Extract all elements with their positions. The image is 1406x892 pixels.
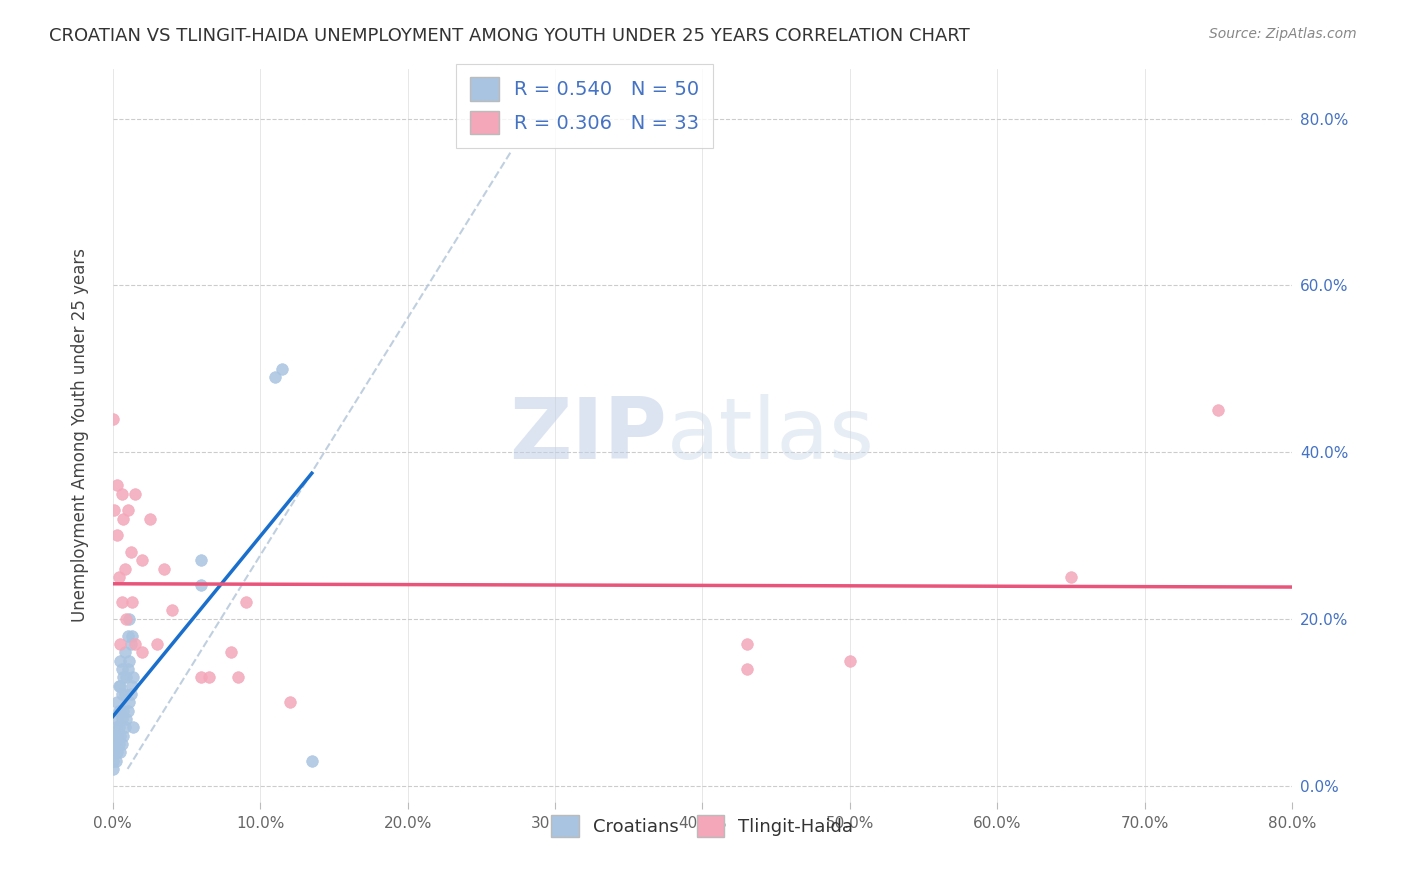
Point bbox=[235, 595, 257, 609]
Point bbox=[190, 553, 212, 567]
Point bbox=[107, 679, 129, 693]
Point bbox=[114, 562, 136, 576]
Point bbox=[111, 487, 134, 501]
Point bbox=[110, 637, 132, 651]
Point bbox=[1206, 403, 1229, 417]
Point bbox=[107, 570, 129, 584]
Point bbox=[111, 737, 134, 751]
Point bbox=[110, 653, 132, 667]
Point bbox=[197, 670, 219, 684]
Point bbox=[115, 612, 138, 626]
Point bbox=[112, 729, 135, 743]
Point bbox=[105, 729, 128, 743]
Point bbox=[101, 729, 124, 743]
Point bbox=[117, 704, 139, 718]
Point bbox=[103, 503, 125, 517]
Point bbox=[117, 662, 139, 676]
Point bbox=[124, 487, 146, 501]
Text: CROATIAN VS TLINGIT-HAIDA UNEMPLOYMENT AMONG YOUTH UNDER 25 YEARS CORRELATION CH: CROATIAN VS TLINGIT-HAIDA UNEMPLOYMENT A… bbox=[49, 27, 970, 45]
Point bbox=[101, 745, 124, 759]
Point bbox=[190, 670, 212, 684]
Point bbox=[112, 512, 135, 526]
Point bbox=[110, 679, 132, 693]
Point bbox=[121, 595, 143, 609]
Point bbox=[138, 512, 160, 526]
Point bbox=[117, 503, 139, 517]
Point bbox=[226, 670, 249, 684]
Point bbox=[115, 712, 138, 726]
Point bbox=[114, 645, 136, 659]
Point bbox=[120, 687, 142, 701]
Point bbox=[190, 578, 212, 592]
Point bbox=[271, 361, 294, 376]
Point bbox=[301, 754, 323, 768]
Point bbox=[120, 637, 142, 651]
Point bbox=[105, 745, 128, 759]
Point bbox=[105, 528, 128, 542]
Point bbox=[101, 754, 124, 768]
Text: ZIP: ZIP bbox=[509, 394, 666, 477]
Point bbox=[153, 562, 176, 576]
Point bbox=[131, 553, 153, 567]
Point bbox=[264, 370, 287, 384]
Point bbox=[118, 612, 141, 626]
Y-axis label: Unemployment Among Youth under 25 years: Unemployment Among Youth under 25 years bbox=[72, 248, 89, 623]
Point bbox=[278, 695, 301, 709]
Point bbox=[101, 737, 124, 751]
Point bbox=[104, 737, 127, 751]
Point bbox=[121, 628, 143, 642]
Point bbox=[105, 695, 128, 709]
Point bbox=[104, 754, 127, 768]
Point bbox=[146, 637, 169, 651]
Point bbox=[101, 762, 124, 776]
Point bbox=[122, 720, 145, 734]
Point bbox=[105, 712, 128, 726]
Point bbox=[112, 704, 135, 718]
Point bbox=[104, 720, 127, 734]
Legend: Croatians, Tlingit-Haida: Croatians, Tlingit-Haida bbox=[544, 808, 860, 845]
Point bbox=[1060, 570, 1083, 584]
Point bbox=[111, 687, 134, 701]
Point bbox=[131, 645, 153, 659]
Point bbox=[115, 670, 138, 684]
Point bbox=[117, 628, 139, 642]
Point bbox=[101, 411, 124, 425]
Point bbox=[111, 662, 134, 676]
Text: atlas: atlas bbox=[666, 394, 875, 477]
Point bbox=[122, 670, 145, 684]
Point bbox=[120, 545, 142, 559]
Point bbox=[735, 662, 758, 676]
Point bbox=[110, 745, 132, 759]
Point bbox=[111, 595, 134, 609]
Point bbox=[107, 704, 129, 718]
Point bbox=[107, 720, 129, 734]
Text: Source: ZipAtlas.com: Source: ZipAtlas.com bbox=[1209, 27, 1357, 41]
Point bbox=[112, 670, 135, 684]
Point bbox=[124, 637, 146, 651]
Point bbox=[107, 737, 129, 751]
Point bbox=[118, 653, 141, 667]
Point bbox=[160, 603, 183, 617]
Point bbox=[105, 478, 128, 492]
Point bbox=[114, 687, 136, 701]
Point bbox=[110, 704, 132, 718]
Point bbox=[118, 695, 141, 709]
Point bbox=[111, 712, 134, 726]
Point bbox=[838, 653, 860, 667]
Point bbox=[114, 720, 136, 734]
Point bbox=[219, 645, 242, 659]
Point bbox=[121, 679, 143, 693]
Point bbox=[735, 637, 758, 651]
Point bbox=[110, 729, 132, 743]
